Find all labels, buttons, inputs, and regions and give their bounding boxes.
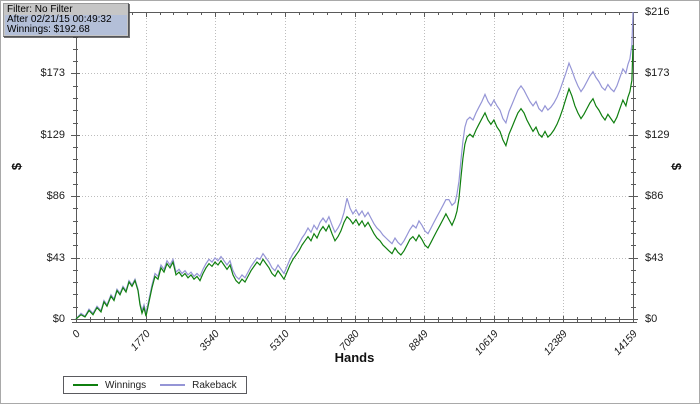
y-axis-tick-label-right: $216 bbox=[645, 6, 670, 18]
filter-line: Filter: No Filter bbox=[7, 4, 73, 15]
y-axis-title-right: $ bbox=[669, 162, 685, 171]
rakeback-line-sample bbox=[160, 384, 186, 386]
y-axis-tick-label-right: $129 bbox=[645, 128, 670, 141]
y-axis-tick-label-right: $0 bbox=[645, 313, 658, 325]
after-date-line: After 02/21/15 00:49:32 bbox=[5, 15, 127, 25]
y-axis-tick-label-right: $86 bbox=[645, 190, 664, 203]
y-axis-tick-label-left: $173 bbox=[40, 67, 65, 80]
legend-label-rakeback: Rakeback bbox=[192, 379, 237, 391]
y-axis-tick-label-right: $173 bbox=[645, 67, 670, 80]
winnings-total-line: Winnings: $192.68 bbox=[5, 25, 127, 35]
y-axis-title-left: $ bbox=[9, 162, 25, 171]
y-axis-tick-label-right: $43 bbox=[645, 251, 664, 264]
winnings-line-sample bbox=[73, 384, 98, 386]
legend-label-winnings: Winnings bbox=[105, 379, 147, 391]
legend: Winnings Rakeback bbox=[63, 376, 247, 394]
y-axis-tick-label-left: $43 bbox=[46, 251, 65, 264]
y-axis-tick-label-left: $0 bbox=[52, 313, 65, 325]
x-axis-title: Hands bbox=[334, 350, 375, 365]
y-axis-tick-label-left: $86 bbox=[46, 190, 65, 203]
filter-info-box: Filter: No Filter After 02/21/15 00:49:3… bbox=[3, 3, 129, 37]
y-axis-tick-label-left: $129 bbox=[40, 128, 65, 141]
